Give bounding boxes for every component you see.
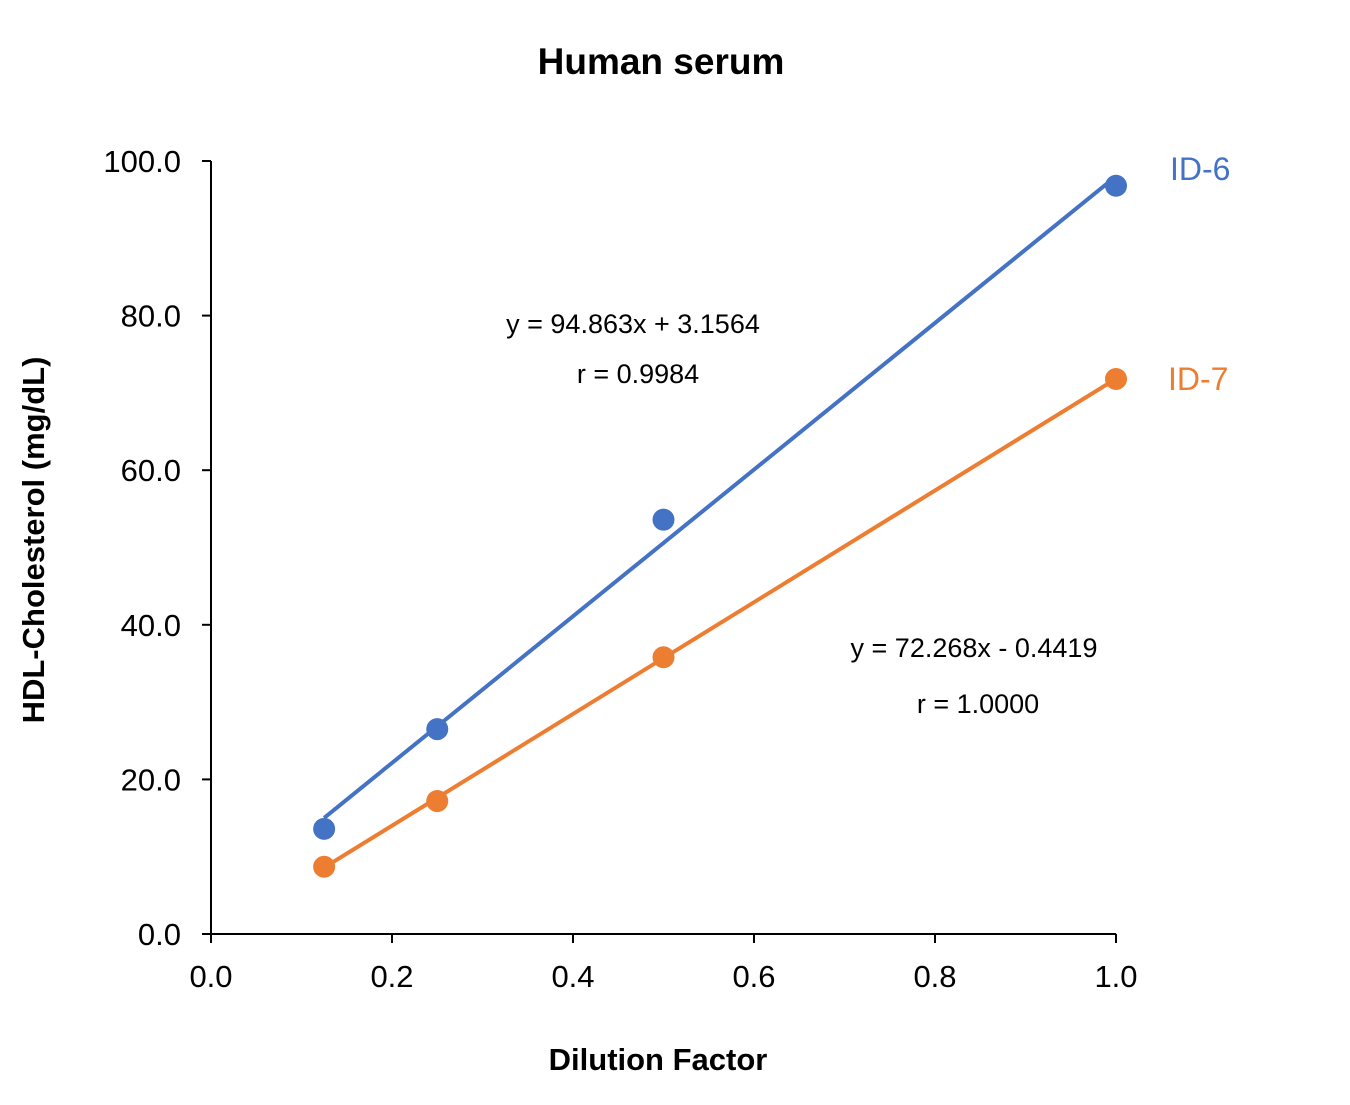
series-label-id6: ID-6 <box>1170 151 1230 187</box>
point-id-6 <box>426 718 449 741</box>
trendlines <box>322 174 1118 870</box>
r-value-id7: r = 1.0000 <box>917 689 1039 719</box>
x-axis-label: Dilution Factor <box>549 1042 768 1077</box>
y-tick-label: 100.0 <box>103 144 181 179</box>
x-tick-label: 0.2 <box>370 959 413 994</box>
point-id-7 <box>652 646 675 669</box>
r-value-id6: r = 0.9984 <box>577 359 699 389</box>
equation-id7: y = 72.268x - 0.4419 <box>851 633 1098 663</box>
y-tick-label: 80.0 <box>121 299 181 334</box>
trendline-id-7 <box>323 377 1118 870</box>
x-tick-label: 0.6 <box>732 959 775 994</box>
y-axis-label: HDL-Cholesterol (mg/dL) <box>16 357 51 724</box>
x-tick-label: 0.4 <box>551 959 594 994</box>
x-tick-label: 0.8 <box>913 959 956 994</box>
point-id-7 <box>313 855 336 878</box>
trendline-id-6 <box>322 174 1118 820</box>
axes: 0.0 0.2 0.4 0.6 0.8 1.0 0.0 20.0 40.0 60.0 80.0 100… <box>103 144 1137 994</box>
y-tick-label: 0.0 <box>138 917 181 952</box>
point-id-6 <box>313 817 336 840</box>
chart-title: Human serum <box>538 41 785 82</box>
y-tick-label: 20.0 <box>121 762 181 797</box>
data-points <box>313 174 1127 878</box>
x-tick-label: 1.0 <box>1094 959 1137 994</box>
equation-id6: y = 94.863x + 3.1564 <box>506 309 760 339</box>
y-tick-label: 60.0 <box>121 453 181 488</box>
y-tick-label: 40.0 <box>121 608 181 643</box>
x-tick-label: 0.0 <box>189 959 232 994</box>
series-label-id7: ID-7 <box>1168 361 1228 397</box>
point-id-7 <box>1105 367 1127 390</box>
point-id-7 <box>426 790 449 813</box>
point-id-6 <box>1105 174 1127 197</box>
point-id-6 <box>652 508 675 531</box>
